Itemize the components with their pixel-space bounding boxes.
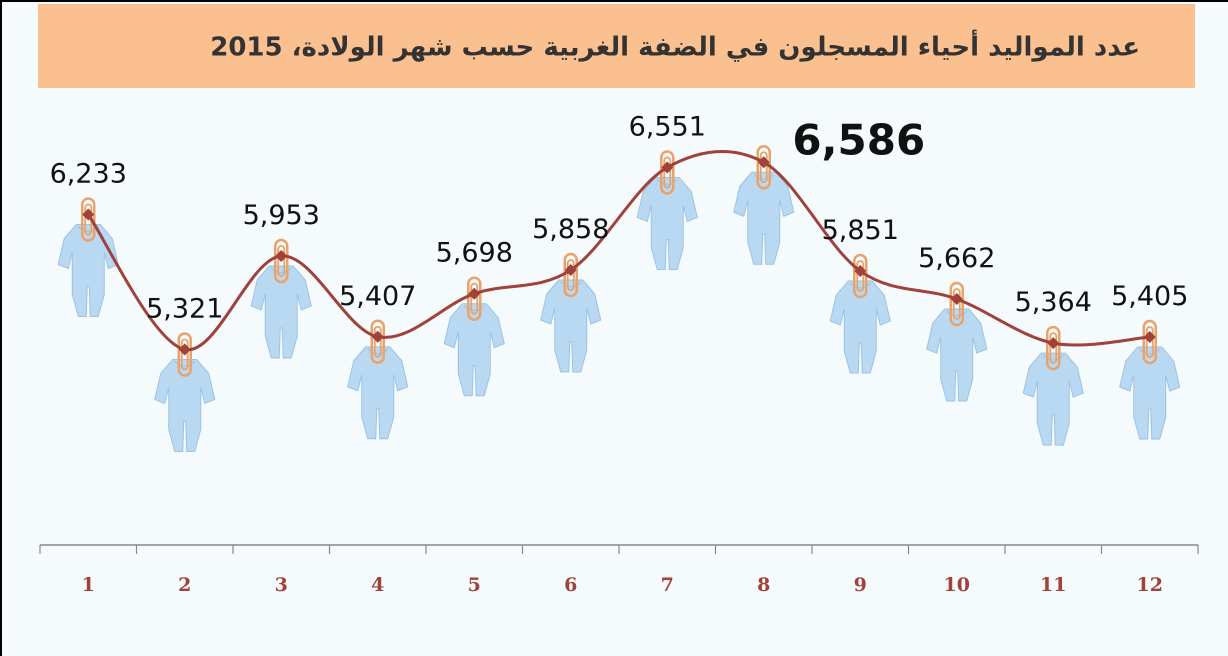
data-label: 5,851 (822, 215, 899, 246)
data-label: 5,662 (918, 243, 995, 274)
x-tick-label: 8 (757, 574, 770, 596)
chart: عدد المواليد أحياء المسجلون في الضفة الغ… (0, 0, 1228, 656)
data-label: 6,233 (50, 159, 127, 190)
background (0, 0, 1228, 656)
data-label: 5,405 (1111, 281, 1188, 312)
x-tick-label: 7 (661, 574, 674, 596)
x-tick-label: 2 (178, 574, 191, 596)
data-label: 5,953 (243, 200, 320, 231)
x-tick-label: 3 (275, 574, 288, 596)
data-label: 5,858 (532, 214, 609, 245)
data-label: 6,586 (792, 115, 925, 164)
x-tick-label: 1 (82, 574, 95, 596)
x-tick-label: 12 (1137, 574, 1163, 596)
x-tick-label: 4 (371, 574, 384, 596)
x-tick-label: 6 (564, 574, 577, 596)
data-label: 5,321 (146, 293, 223, 324)
data-label: 5,407 (339, 281, 416, 312)
data-label: 5,364 (1015, 287, 1092, 318)
x-tick-label: 11 (1040, 574, 1066, 596)
x-tick-label: 9 (854, 574, 867, 596)
data-label: 5,698 (436, 238, 513, 269)
x-tick-label: 5 (468, 574, 481, 596)
x-tick-label: 10 (944, 574, 970, 596)
chart-title: عدد المواليد أحياء المسجلون في الضفة الغ… (210, 30, 1140, 63)
data-label: 6,551 (629, 111, 706, 142)
